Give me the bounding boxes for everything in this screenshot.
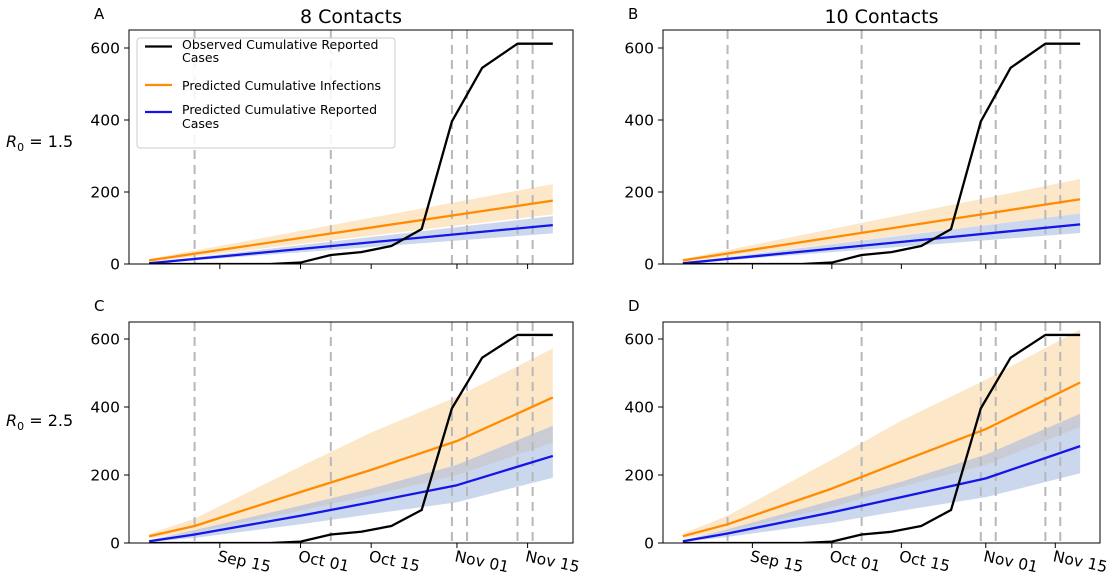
legend-label: Predicted Cumulative Infections	[182, 78, 381, 93]
axes-frame	[128, 29, 574, 265]
uncertainty-band-1	[682, 329, 1081, 539]
panel-letter: D	[628, 297, 640, 315]
plot-area	[682, 30, 1081, 264]
series-line-2	[682, 445, 1081, 543]
series-line-1	[682, 198, 1081, 262]
plot-area	[148, 322, 554, 543]
y-tick-label: 200	[90, 184, 120, 202]
uncertainty-band-1	[682, 179, 1081, 262]
panel-a: 0 200 400 600 A 8 Contacts	[90, 5, 574, 274]
panel-letter: C	[94, 297, 104, 315]
y-tick-label: 600	[90, 331, 120, 349]
x-tick-label: Nov 15	[1051, 547, 1108, 576]
y-tick-label: 0	[644, 535, 654, 553]
y-tick-label: 200	[624, 467, 654, 485]
x-tick-label: Nov 01	[453, 547, 510, 576]
legend-label: Predicted Cumulative Reported	[182, 102, 377, 117]
y-tick-label: 0	[644, 256, 654, 274]
panel-letter: B	[628, 5, 638, 23]
series-line-0	[149, 333, 553, 543]
x-tick-label: Sep 15	[216, 547, 272, 576]
panel-d: 0 200 400 600 Sep 15 Oct 01 Oct 15 Nov 01 Nov 15…	[624, 297, 1109, 576]
uncertainty-band-2	[682, 413, 1081, 542]
y-tick-label: 600	[624, 40, 654, 58]
legend-label: Cases	[182, 50, 219, 65]
x-tick-label: Oct 01	[828, 547, 882, 575]
x-tick-label: Nov 15	[524, 547, 581, 576]
legend-label: Cases	[182, 116, 219, 131]
y-tick-label: 200	[90, 467, 120, 485]
panel-letter: A	[94, 5, 105, 23]
axes-frame	[128, 321, 574, 544]
series-line-2	[149, 223, 553, 264]
axes-frame	[662, 29, 1101, 265]
panel-title: 8 Contacts	[300, 6, 402, 28]
y-tick-label: 0	[110, 535, 120, 553]
series-line-1	[148, 396, 554, 538]
series-line-1	[682, 381, 1081, 538]
series-line-1	[149, 199, 553, 262]
panel-title: 10 Contacts	[824, 6, 938, 28]
row-label-r0: R0 = 2.5	[6, 411, 73, 433]
series-line-0	[149, 42, 553, 264]
y-tick-label: 400	[624, 112, 654, 130]
panel-b: 0 200 400 600 B 10 Contacts	[624, 5, 1101, 274]
y-tick-label: 400	[90, 399, 120, 417]
uncertainty-band-1	[149, 348, 553, 539]
axes-frame	[662, 321, 1101, 544]
panel-c: 0 200 400 600 Sep 15 Oct 01 Oct 15 Nov 01 Nov 15…	[90, 297, 581, 576]
row-label-r0: R0 = 1.5	[6, 132, 73, 154]
plot-area	[149, 30, 553, 264]
plot-area	[682, 322, 1081, 543]
x-tick-label: Oct 15	[898, 547, 952, 575]
x-tick-label: Oct 15	[367, 547, 421, 575]
legend-label: Observed Cumulative Reported	[182, 37, 379, 52]
x-tick-label: Oct 01	[297, 547, 351, 575]
y-tick-label: 400	[624, 399, 654, 417]
series-line-2	[149, 454, 554, 543]
y-tick-label: 600	[90, 40, 120, 58]
y-tick-label: 600	[624, 331, 654, 349]
x-tick-label: Nov 01	[982, 547, 1039, 576]
uncertainty-band-1	[149, 184, 553, 262]
y-tick-label: 400	[90, 112, 120, 130]
x-tick-label: Sep 15	[749, 547, 805, 576]
series-line-0	[682, 42, 1081, 264]
legend-box	[136, 37, 396, 149]
uncertainty-band-2	[149, 425, 553, 542]
y-tick-label: 200	[624, 184, 654, 202]
legend: Observed Cumulative ReportedCasesPredict…	[136, 37, 396, 149]
series-line-2	[682, 223, 1081, 264]
series-line-0	[682, 333, 1081, 543]
y-tick-label: 0	[110, 256, 120, 274]
